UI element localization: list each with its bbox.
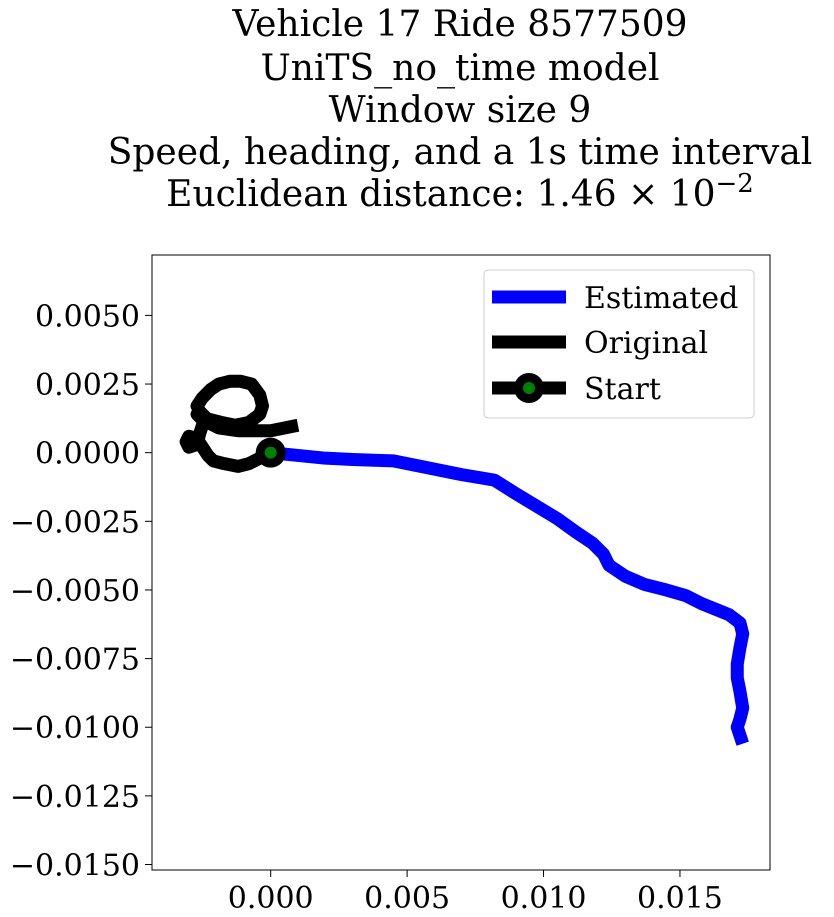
legend-label-estimated: Estimated xyxy=(584,281,738,316)
legend: Estimated Original Start xyxy=(483,269,755,419)
legend-label-start: Start xyxy=(584,372,661,407)
series-layer xyxy=(179,374,750,746)
title-metric-times: × xyxy=(628,174,670,215)
y-tick-label: −0.0125 xyxy=(10,780,140,815)
title-line-4: Speed, heading, and a 1s time interval xyxy=(108,132,813,173)
y-tick-label: −0.0100 xyxy=(10,711,140,746)
y-tick-label: −0.0025 xyxy=(10,505,140,540)
title-metric-exponent: −2 xyxy=(715,169,753,199)
x-tick-label: 0.005 xyxy=(364,881,450,916)
title-line-3: Window size 9 xyxy=(329,90,592,131)
x-tick-label: 0.010 xyxy=(501,881,587,916)
title-line-1: Vehicle 17 Ride 8577509 xyxy=(231,4,687,45)
y-tick-label: −0.0150 xyxy=(10,849,140,884)
x-axis: 0.000 0.005 0.010 0.015 xyxy=(228,870,723,916)
series-line-estimated xyxy=(270,446,750,746)
series-line-original xyxy=(179,374,300,473)
legend-box xyxy=(483,269,755,419)
y-tick-label: −0.0075 xyxy=(10,643,140,678)
y-tick-label: 0.0025 xyxy=(35,368,140,403)
plot-frame xyxy=(151,254,771,871)
x-tick-label: 0.015 xyxy=(637,881,723,916)
start-marker xyxy=(264,446,277,459)
legend-marker xyxy=(523,382,535,394)
x-tick-label: 0.000 xyxy=(228,881,314,916)
title-metric-prefix: Euclidean distance: 1.46 xyxy=(166,174,628,215)
y-tick-label: 0.0000 xyxy=(35,437,140,472)
title-metric-base: 10 xyxy=(670,174,716,215)
title-metric: Euclidean distance: 1.46 × 10−2 xyxy=(166,169,754,215)
y-tick-label: −0.0050 xyxy=(10,574,140,609)
y-axis: 0.0050 0.0025 0.0000 −0.0025 −0.0050 −0.0075 −… xyxy=(10,299,152,884)
title-line-2: UniTS_no_time model xyxy=(260,48,659,89)
legend-label-original: Original xyxy=(584,326,708,361)
y-tick-label: 0.0050 xyxy=(35,299,140,334)
